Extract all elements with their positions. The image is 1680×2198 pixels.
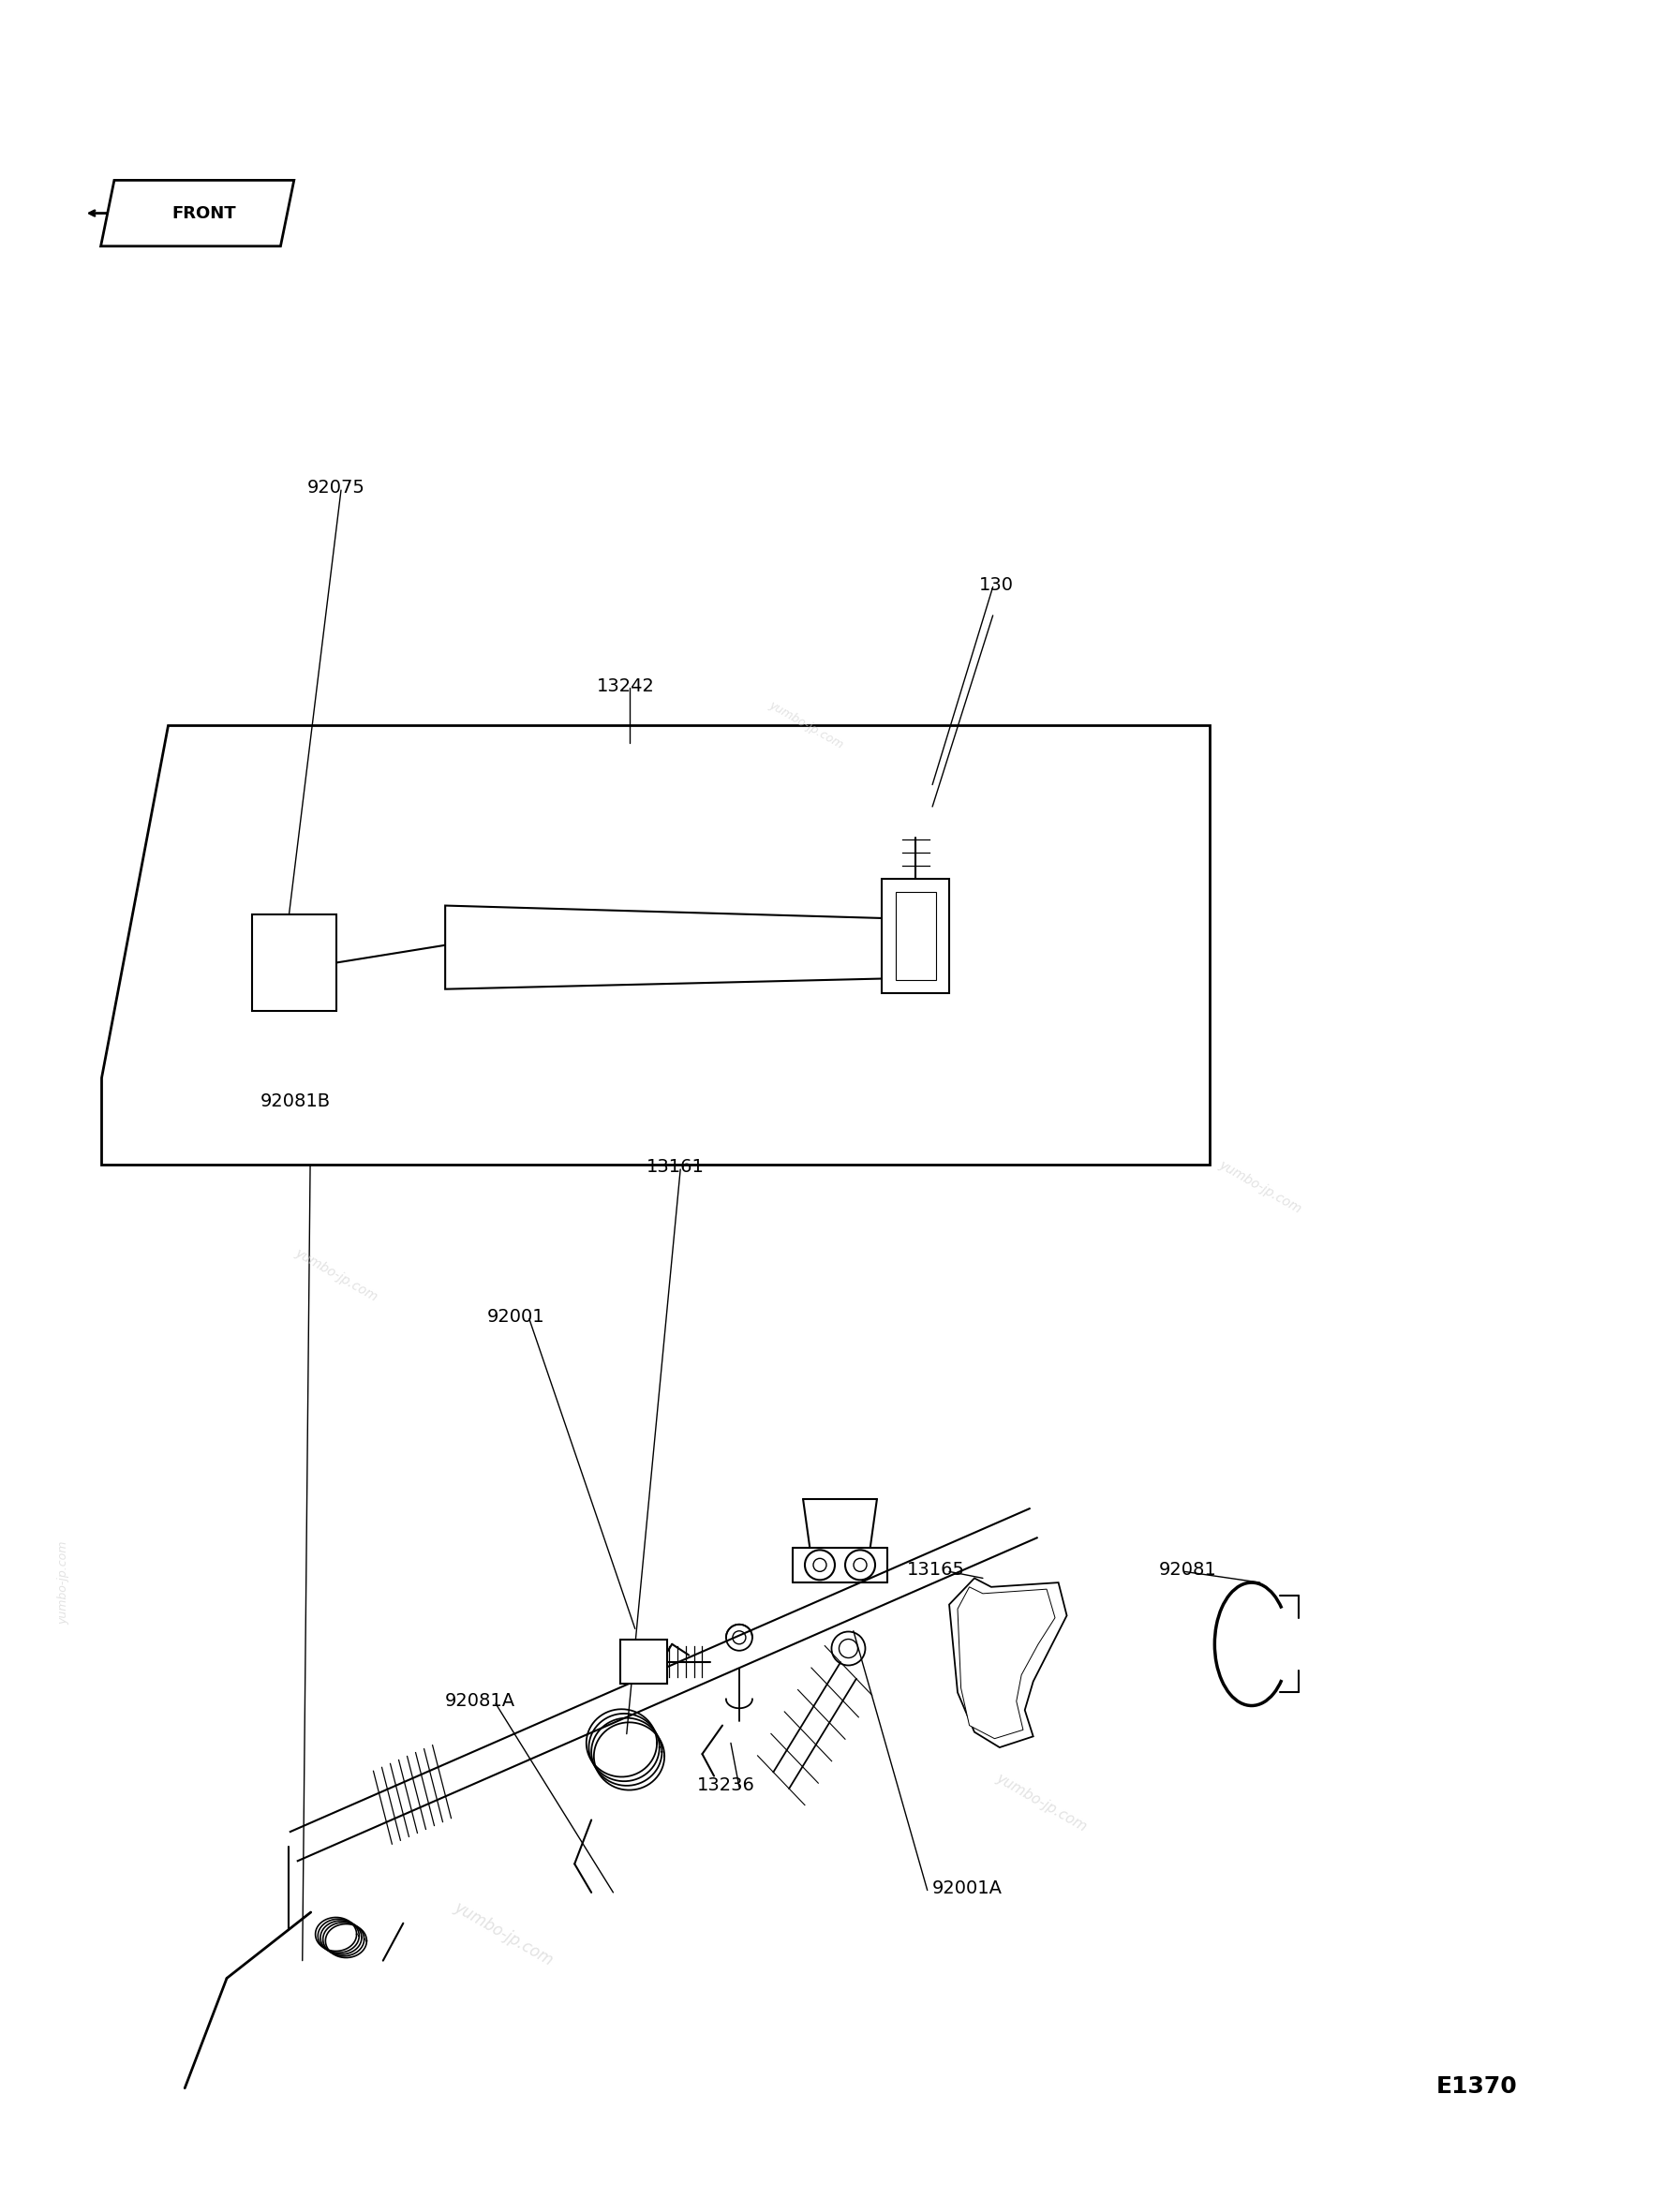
Circle shape (838, 1640, 858, 1657)
Text: 92075: 92075 (307, 479, 366, 497)
Polygon shape (882, 879, 949, 993)
Text: 13242: 13242 (596, 677, 655, 695)
Circle shape (459, 925, 499, 965)
Circle shape (813, 1558, 827, 1572)
Text: 13165: 13165 (907, 1561, 966, 1578)
Polygon shape (949, 1578, 1067, 1747)
Circle shape (845, 1550, 875, 1580)
Text: 92081B: 92081B (260, 1092, 331, 1110)
Polygon shape (101, 725, 1210, 1165)
Text: 92081: 92081 (1159, 1561, 1216, 1578)
Text: yumbo-jp.com: yumbo-jp.com (993, 1772, 1090, 1833)
Polygon shape (252, 914, 336, 1011)
Text: 13161: 13161 (647, 1158, 706, 1176)
Polygon shape (895, 892, 936, 980)
Text: yumbo-jp.com: yumbo-jp.com (768, 699, 845, 752)
Circle shape (976, 1620, 990, 1633)
Text: yumbo-jp.com: yumbo-jp.com (292, 1246, 380, 1303)
Circle shape (832, 1631, 865, 1666)
Circle shape (632, 1648, 655, 1675)
Text: E1370: E1370 (1436, 2075, 1517, 2097)
Text: FRONT: FRONT (171, 204, 237, 222)
Text: 92001: 92001 (487, 1308, 544, 1325)
Circle shape (1003, 1690, 1013, 1703)
Circle shape (732, 1631, 746, 1644)
Polygon shape (620, 1640, 667, 1684)
Text: yumbo-jp.com: yumbo-jp.com (57, 1541, 71, 1624)
Circle shape (638, 1655, 648, 1668)
Text: 130: 130 (979, 576, 1015, 593)
Polygon shape (106, 732, 1205, 1158)
Polygon shape (445, 906, 904, 989)
Polygon shape (101, 180, 294, 246)
Circle shape (805, 1550, 835, 1580)
Polygon shape (958, 1587, 1055, 1739)
Circle shape (726, 1624, 753, 1651)
Circle shape (907, 809, 924, 826)
Text: yumbo-jp.com: yumbo-jp.com (1216, 1158, 1304, 1215)
Text: yumbo-jp.com: yumbo-jp.com (452, 1899, 556, 1969)
Circle shape (853, 1558, 867, 1572)
Text: 13236: 13236 (697, 1776, 756, 1794)
Text: 92001A: 92001A (932, 1879, 1003, 1897)
Circle shape (467, 934, 491, 956)
Text: 92081A: 92081A (445, 1692, 516, 1710)
